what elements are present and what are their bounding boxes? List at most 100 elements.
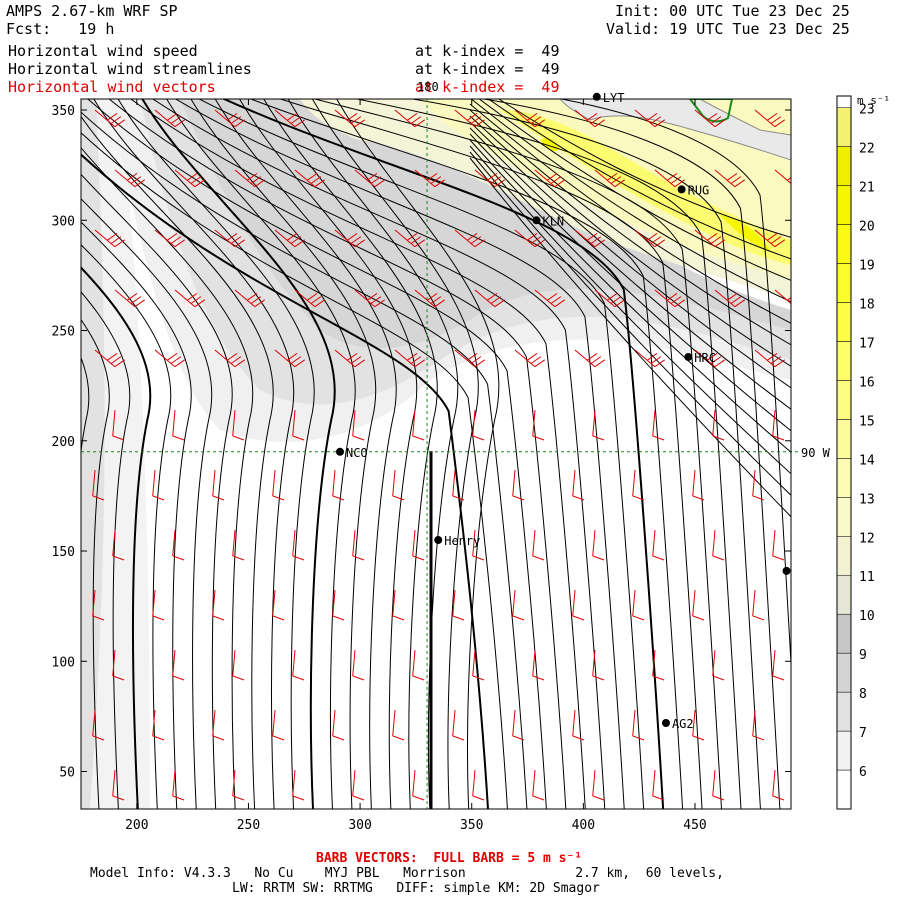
streamline <box>81 291 131 809</box>
station-rug: RUG <box>677 183 709 197</box>
forecast-hour: Fcst: 19 h <box>6 20 115 38</box>
streamline <box>239 99 418 809</box>
wind-barb <box>334 109 366 128</box>
streamline <box>93 99 295 809</box>
wind-barb <box>692 709 705 741</box>
wind-barb <box>514 109 546 128</box>
colorbar-box <box>836 185 852 225</box>
wind-barb <box>472 529 485 561</box>
streamline <box>469 145 791 475</box>
wind-barb <box>692 469 705 501</box>
colorbar-label: 11 <box>859 570 875 585</box>
colorbar-label: 15 <box>859 414 875 429</box>
wind-barb <box>714 169 746 188</box>
streamline <box>336 99 500 809</box>
wind-barb <box>694 229 726 248</box>
colorbar-label: 10 <box>859 609 875 624</box>
wind-barb <box>292 409 305 441</box>
wind-barb <box>592 529 605 561</box>
streamline <box>497 99 791 238</box>
streamline <box>469 103 791 324</box>
streamline <box>409 99 761 809</box>
station-label: HRC <box>694 351 716 365</box>
barb-note: BARB VECTORS: FULL BARB = 5 m s⁻¹ <box>316 851 583 866</box>
station-marker <box>782 566 791 575</box>
station-dot <box>677 185 686 194</box>
wind-barb <box>592 649 605 681</box>
streamline <box>87 99 547 809</box>
wind-barb <box>654 289 686 308</box>
wind-barb <box>154 109 186 128</box>
wind-barb <box>594 289 626 308</box>
streamline <box>117 99 315 809</box>
x-tick-label: 200 <box>125 818 148 833</box>
wind-barb <box>232 529 245 561</box>
colorbar-box <box>836 458 852 498</box>
field-level-vectors: at k-index = 49 <box>415 78 560 96</box>
colorbar-label: 17 <box>859 336 875 351</box>
station-nco: NCO <box>335 446 368 460</box>
colorbar-label: 12 <box>859 531 875 546</box>
wind-barb <box>632 469 645 501</box>
colorbar-frame <box>836 95 852 810</box>
wind-barb <box>772 649 785 681</box>
wind-barb <box>114 289 146 308</box>
wind-barb <box>454 229 486 248</box>
colorbar-unit: m s⁻¹ <box>857 94 890 107</box>
wind-barb <box>752 469 765 501</box>
plot-frame <box>80 98 792 810</box>
wind-barb <box>152 709 165 741</box>
colorbar-box <box>836 613 852 654</box>
wind-barb <box>574 109 606 128</box>
wind-barb <box>214 109 246 128</box>
station-henry: Henry <box>434 534 480 548</box>
station-dot <box>592 92 601 101</box>
station-label: AG2 <box>672 717 694 731</box>
wind-barb <box>112 409 125 441</box>
wind-barb <box>474 289 506 308</box>
axes: 200 250 300 350 400 450 350 300 250 200 150 100 50 <box>52 99 791 833</box>
streamline <box>81 244 171 809</box>
x-tick-label: 450 <box>683 818 706 833</box>
y-tick-label: 50 <box>59 766 75 781</box>
x-tick-label: 400 <box>572 818 595 833</box>
wind-barb <box>712 409 725 441</box>
y-tick-label: 200 <box>52 435 75 450</box>
colorbar-label: 9 <box>859 648 867 663</box>
colorbar-box <box>836 107 852 147</box>
wind-barb <box>534 289 566 308</box>
field-name-streamlines: Horizontal wind streamlines <box>8 60 252 78</box>
wind-barb <box>94 349 126 368</box>
wind-barb <box>712 649 725 681</box>
colorbar-label: 18 <box>859 297 875 312</box>
streamline <box>81 198 213 809</box>
wind-barb <box>414 289 446 308</box>
wind-barb <box>652 529 665 561</box>
wind-barb <box>294 289 326 308</box>
wind-barb <box>92 469 105 501</box>
streamline <box>141 99 336 809</box>
station-dot <box>532 216 541 225</box>
wind-barb <box>634 109 666 128</box>
wind-barb <box>352 649 365 681</box>
wind-barb <box>272 469 285 501</box>
field-level-streamlines: at k-index = 49 <box>415 60 560 78</box>
colorbar-box <box>836 263 852 303</box>
wind-barb <box>232 769 245 801</box>
colorbar-box <box>836 574 852 615</box>
wind-barb <box>272 589 285 621</box>
field-name-speed: Horizontal wind speed <box>8 42 198 60</box>
streamline <box>81 173 233 809</box>
colorbar-box <box>836 536 852 576</box>
wind-barb <box>292 529 305 561</box>
wind-barb <box>452 709 465 741</box>
wind-barb <box>774 169 791 185</box>
wind-barb <box>334 349 366 368</box>
colorbar-box <box>836 769 852 810</box>
colorbar-box <box>836 302 852 342</box>
streamline <box>81 153 489 809</box>
station-kln: KLN <box>532 214 564 228</box>
wind-barb <box>234 289 266 308</box>
station-label: Henry <box>444 534 480 548</box>
wind-barb <box>174 169 206 188</box>
